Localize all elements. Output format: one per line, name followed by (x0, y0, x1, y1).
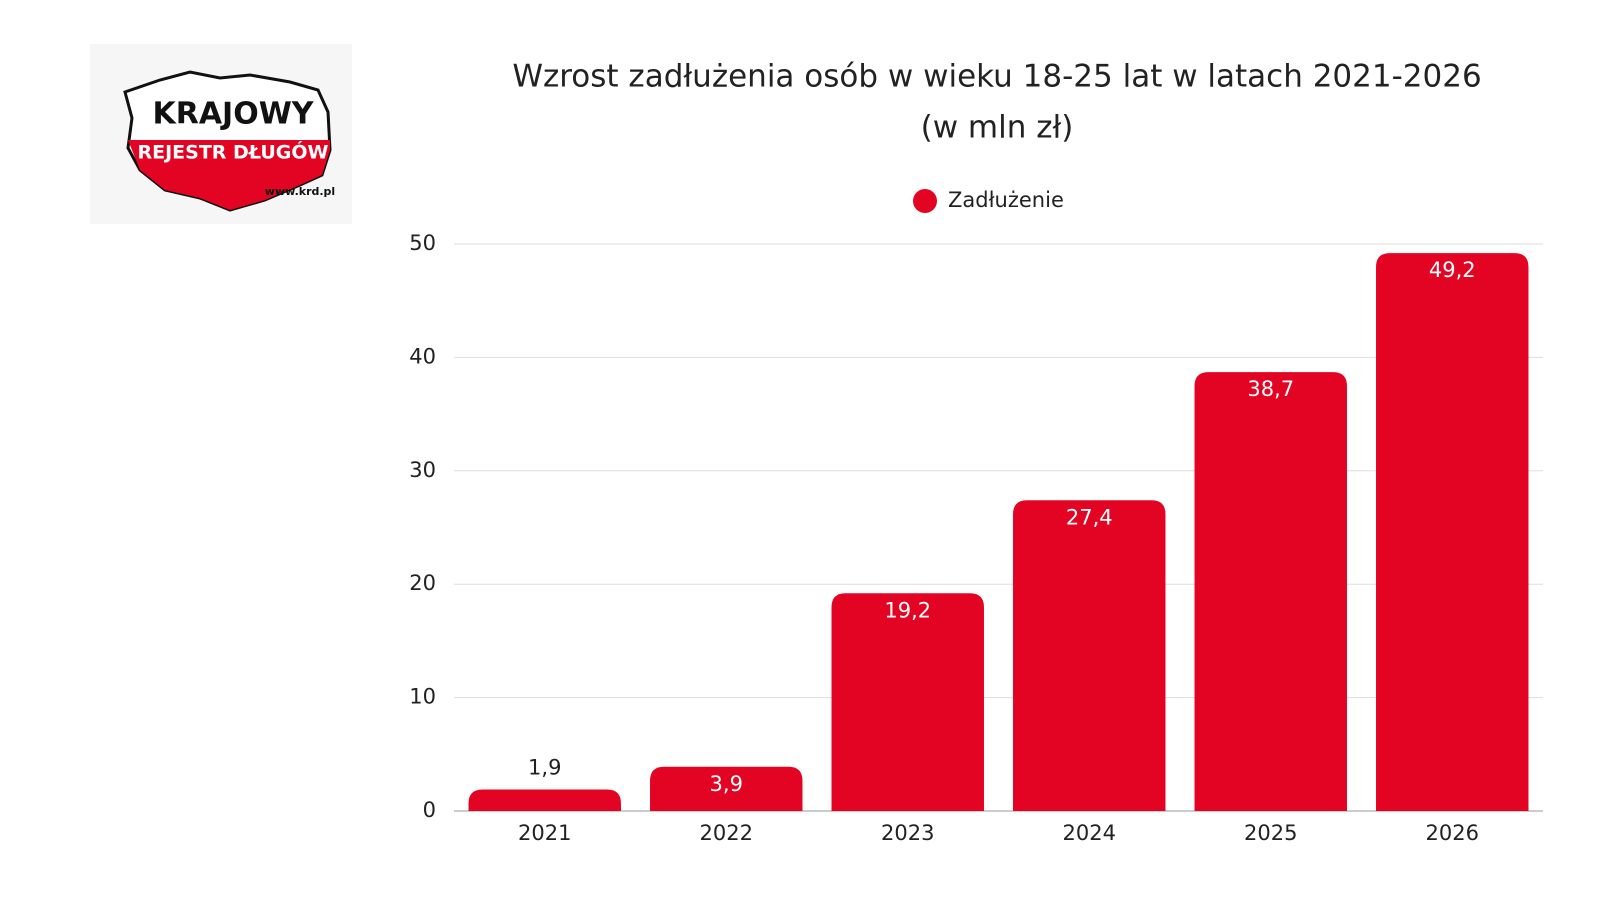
legend-label: Zadłużenie (948, 188, 1064, 212)
legend-marker (913, 189, 937, 213)
x-tick-label: 2024 (1063, 821, 1116, 845)
x-tick-label: 2025 (1244, 821, 1297, 845)
x-tick-label: 2026 (1426, 821, 1479, 845)
y-tick-label: 20 (409, 571, 436, 595)
y-tick-label: 30 (409, 458, 436, 482)
chart-subtitle: (w mln zł) (921, 110, 1074, 146)
logo-subname: REJESTR DŁUGÓW (138, 140, 329, 164)
value-label: 3,9 (710, 772, 743, 796)
y-tick-label: 50 (409, 231, 436, 255)
value-label: 49,2 (1429, 258, 1476, 282)
logo-map-red (128, 140, 330, 210)
value-label: 19,2 (884, 598, 931, 622)
y-tick-label: 0 (423, 798, 436, 822)
x-tick-label: 2021 (518, 821, 571, 845)
logo-name: KRAJOWY (152, 97, 314, 132)
chart-title: Wzrost zadłużenia osób w wieku 18-25 lat… (512, 59, 1481, 95)
value-label: 38,7 (1247, 377, 1294, 401)
x-tick-label: 2022 (700, 821, 753, 845)
y-tick-label: 10 (409, 685, 436, 709)
value-label: 1,9 (528, 755, 561, 779)
logo: KRAJOWY REJESTR DŁUGÓW www.krd.pl (90, 44, 352, 224)
x-tick-label: 2023 (881, 821, 934, 845)
bar (831, 593, 984, 811)
bar (1013, 500, 1166, 811)
bar (1194, 372, 1347, 811)
logo-url: www.krd.pl (265, 185, 335, 198)
bar (1376, 253, 1529, 811)
bar (468, 789, 621, 811)
bar (650, 766, 803, 811)
y-tick-label: 40 (409, 344, 436, 368)
value-label: 27,4 (1066, 505, 1113, 529)
